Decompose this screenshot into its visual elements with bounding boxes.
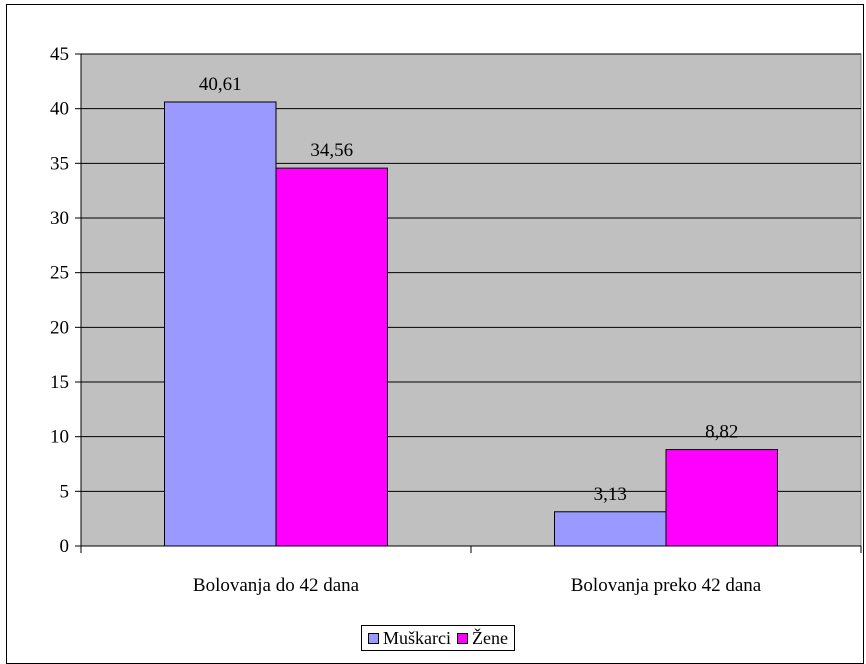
bar [275,167,388,547]
bar [665,449,778,547]
legend-label-muskarci: Muškarci [383,627,451,648]
y-tick-label: 30 [50,208,69,229]
y-tick-label: 20 [50,317,69,338]
y-tick-label: 10 [50,427,69,448]
y-tick-label: 35 [50,153,69,174]
legend-label-zene: Žene [471,627,508,648]
legend: Muškarci Žene [361,625,515,651]
x-category-label: Bolovanja do 42 dana [193,575,360,596]
legend-swatch-muskarci [368,632,379,644]
axes [75,53,862,553]
y-tick-label: 0 [60,536,70,557]
labels: 0 5 10 15 20 25 30 35 40 45 40,61 34,56 Bolovanja do… [50,44,762,596]
legend-item-zene: Žene [456,627,508,649]
data-label: 40,61 [199,74,242,95]
y-tick-label: 5 [60,481,70,502]
data-label: 34,56 [310,140,353,161]
y-tick-label: 25 [50,263,69,284]
y-tick-label: 40 [50,99,69,120]
y-tick-label: 45 [50,44,69,65]
bars [164,101,778,547]
legend-item-muskarci: Muškarci [368,628,451,649]
y-tick-label: 15 [50,372,69,393]
x-category-label: Bolovanja preko 42 dana [571,575,762,596]
bar [164,101,277,547]
data-label: 3,13 [594,484,627,505]
legend-swatch-zene [456,632,468,644]
data-label: 8,82 [705,422,738,443]
bar [554,511,667,547]
